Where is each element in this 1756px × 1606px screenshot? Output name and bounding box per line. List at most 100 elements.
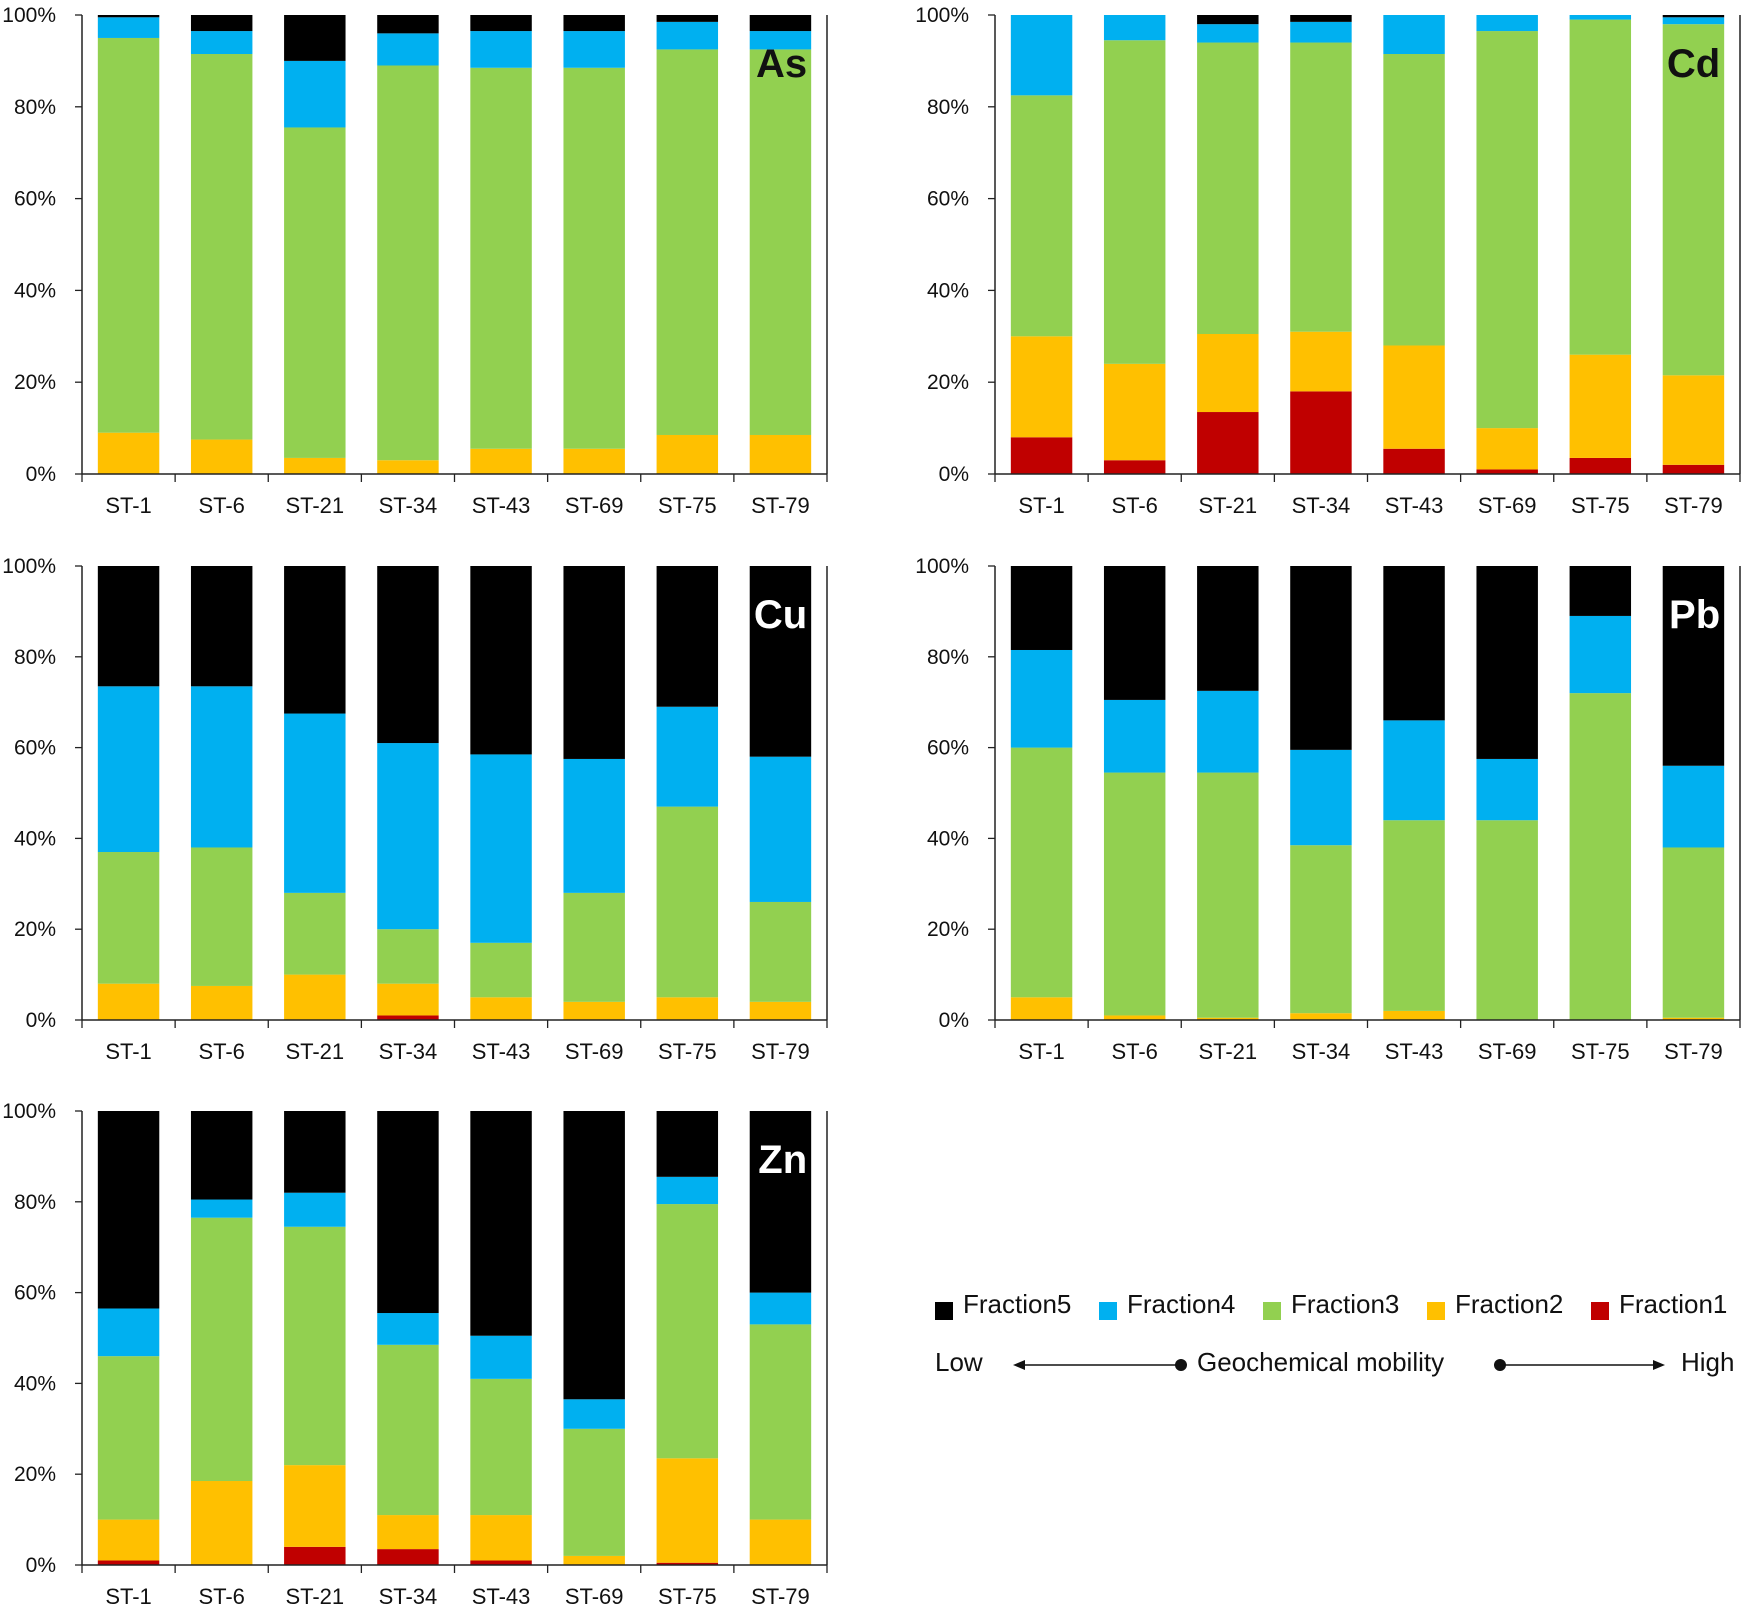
pb-y-label-2: 40% [927, 827, 969, 850]
cu-bar-st-21-fraction5 [284, 566, 346, 714]
pb-bar-st-79-fraction2 [1662, 1017, 1725, 1020]
cd-bar-st-34-fraction5 [1290, 15, 1352, 22]
zn-bar-st-34-fraction2 [377, 1515, 439, 1550]
cu-bar-st-43-fraction2 [470, 997, 532, 1020]
zn-bar-st-1-fraction2 [97, 1519, 160, 1561]
cd-bar-st-69-fraction2 [1476, 428, 1538, 470]
as-bar-st-6-fraction5 [190, 15, 253, 32]
pb-bar-st-21-fraction3 [1197, 772, 1259, 1018]
legend-label-fraction1: Fraction1 [1619, 1289, 1728, 1319]
cu-y-label-4: 80% [14, 646, 56, 669]
cu-x-label-st-1: ST-1 [105, 1039, 151, 1064]
zn-bar-st-79-fraction4 [749, 1292, 812, 1325]
zn-bar-st-34-fraction5 [377, 1111, 439, 1314]
legend-swatch-fraction1 [1591, 1302, 1609, 1320]
cd-x-label-st-75: ST-75 [1571, 493, 1630, 518]
zn-bar-st-6-fraction4 [190, 1199, 253, 1218]
cd-bar-st-43-fraction4 [1383, 15, 1445, 55]
cd-x-label-st-43: ST-43 [1385, 493, 1444, 518]
pb-x-label-st-43: ST-43 [1385, 1039, 1444, 1064]
zn-x-label-st-79: ST-79 [751, 1584, 810, 1606]
zn-bar-st-75-fraction3 [656, 1204, 719, 1459]
cd-bar-st-79-fraction5 [1662, 15, 1725, 18]
zn-y-label-0: 0% [26, 1554, 56, 1577]
as-bar-st-21-fraction5 [284, 15, 346, 61]
as-bar-st-6-fraction3 [190, 54, 253, 440]
zn-bar-st-21-fraction2 [284, 1465, 346, 1547]
zn-bar-st-79-fraction2 [749, 1519, 812, 1565]
as-bar-st-1-fraction2 [97, 432, 160, 474]
as-x-label-st-69: ST-69 [565, 493, 624, 518]
cu-bar-st-1-fraction3 [97, 852, 160, 984]
cd-bar-st-21-fraction1 [1197, 412, 1259, 474]
cu-bar-st-34-fraction5 [377, 566, 439, 744]
left-dot-icon [1175, 1359, 1187, 1371]
zn-x-label-st-21: ST-21 [285, 1584, 344, 1606]
zn-bar-st-79-fraction3 [749, 1324, 812, 1520]
zn-bar-st-1-fraction4 [97, 1308, 160, 1357]
cd-x-label-st-1: ST-1 [1018, 493, 1064, 518]
cu-bar-st-34-fraction2 [377, 983, 439, 1016]
zn-bar-st-6-fraction3 [190, 1217, 253, 1482]
as-bar-st-75-fraction3 [656, 49, 719, 435]
cu-bar-st-79-fraction4 [749, 756, 812, 902]
pb-bar-st-69-fraction3 [1476, 820, 1538, 1020]
mobility-low-label: Low [935, 1347, 983, 1377]
as-x-label-st-43: ST-43 [472, 493, 531, 518]
as-x-label-st-6: ST-6 [198, 493, 244, 518]
as-bar-st-21-fraction3 [284, 127, 346, 458]
cd-bar-st-34-fraction3 [1290, 42, 1352, 332]
zn-bar-st-75-fraction2 [656, 1458, 719, 1563]
cd-bar-st-75-fraction1 [1569, 457, 1632, 474]
cd-bar-st-43-fraction2 [1383, 345, 1445, 449]
pb-bar-st-34-fraction3 [1290, 845, 1352, 1014]
zn-x-label-st-6: ST-6 [198, 1584, 244, 1606]
as-y-label-1: 20% [14, 371, 56, 394]
cu-bar-st-69-fraction4 [563, 758, 625, 893]
left-arrowhead-icon [1013, 1360, 1025, 1370]
pb-y-label-5: 100% [915, 555, 969, 578]
pb-x-label-st-69: ST-69 [1478, 1039, 1537, 1064]
cd-bar-st-21-fraction5 [1197, 15, 1259, 25]
as-bar-st-34-fraction4 [377, 33, 439, 66]
zn-bar-st-34-fraction3 [377, 1344, 439, 1516]
cu-chart-title: Cu [754, 593, 807, 637]
legend-label-fraction2: Fraction2 [1455, 1289, 1564, 1319]
cd-y-label-1: 20% [927, 371, 969, 394]
zn-bar-st-43-fraction2 [470, 1515, 532, 1561]
zn-bar-st-79-fraction5 [749, 1111, 812, 1293]
pb-y-label-4: 80% [927, 646, 969, 669]
cd-bar-st-1-fraction1 [1010, 437, 1073, 474]
zn-bar-st-1-fraction3 [97, 1356, 160, 1520]
zn-bar-st-43-fraction4 [470, 1335, 532, 1379]
as-bar-st-79-fraction4 [749, 31, 812, 50]
zn-x-label-st-1: ST-1 [105, 1584, 151, 1606]
as-x-label-st-34: ST-34 [379, 493, 438, 518]
pb-bar-st-34-fraction5 [1290, 566, 1352, 750]
as-bar-st-21-fraction2 [284, 457, 346, 474]
pb-bar-st-6-fraction3 [1103, 772, 1166, 1016]
cu-bar-st-43-fraction5 [470, 566, 532, 755]
cu-bar-st-79-fraction3 [749, 901, 812, 1002]
legend: Fraction5 Fraction4 Fraction3 Fraction2 … [935, 1285, 1755, 1405]
legend-swatch-fraction2 [1427, 1302, 1445, 1320]
pb-bar-st-34-fraction4 [1290, 749, 1352, 846]
legend-swatch-fraction5 [935, 1302, 953, 1320]
cd-x-label-st-69: ST-69 [1478, 493, 1537, 518]
cu-x-label-st-75: ST-75 [658, 1039, 717, 1064]
cd-bar-st-43-fraction3 [1383, 54, 1445, 346]
pb-bar-st-1-fraction2 [1010, 997, 1073, 1020]
as-x-label-st-1: ST-1 [105, 493, 151, 518]
cu-bar-st-34-fraction3 [377, 929, 439, 984]
as-x-label-st-21: ST-21 [285, 493, 344, 518]
as-bar-st-75-fraction4 [656, 21, 719, 50]
cu-bar-st-1-fraction5 [97, 566, 160, 687]
zn-y-label-4: 80% [14, 1191, 56, 1214]
pb-bar-st-69-fraction5 [1476, 566, 1538, 759]
cd-y-label-3: 60% [927, 188, 969, 211]
cu-y-label-1: 20% [14, 918, 56, 941]
pb-x-label-st-34: ST-34 [1292, 1039, 1351, 1064]
cu-bar-st-75-fraction2 [656, 997, 719, 1020]
cu-bar-st-69-fraction5 [563, 566, 625, 759]
mobility-scale: Low Geochemical mobility High [935, 1347, 1755, 1387]
